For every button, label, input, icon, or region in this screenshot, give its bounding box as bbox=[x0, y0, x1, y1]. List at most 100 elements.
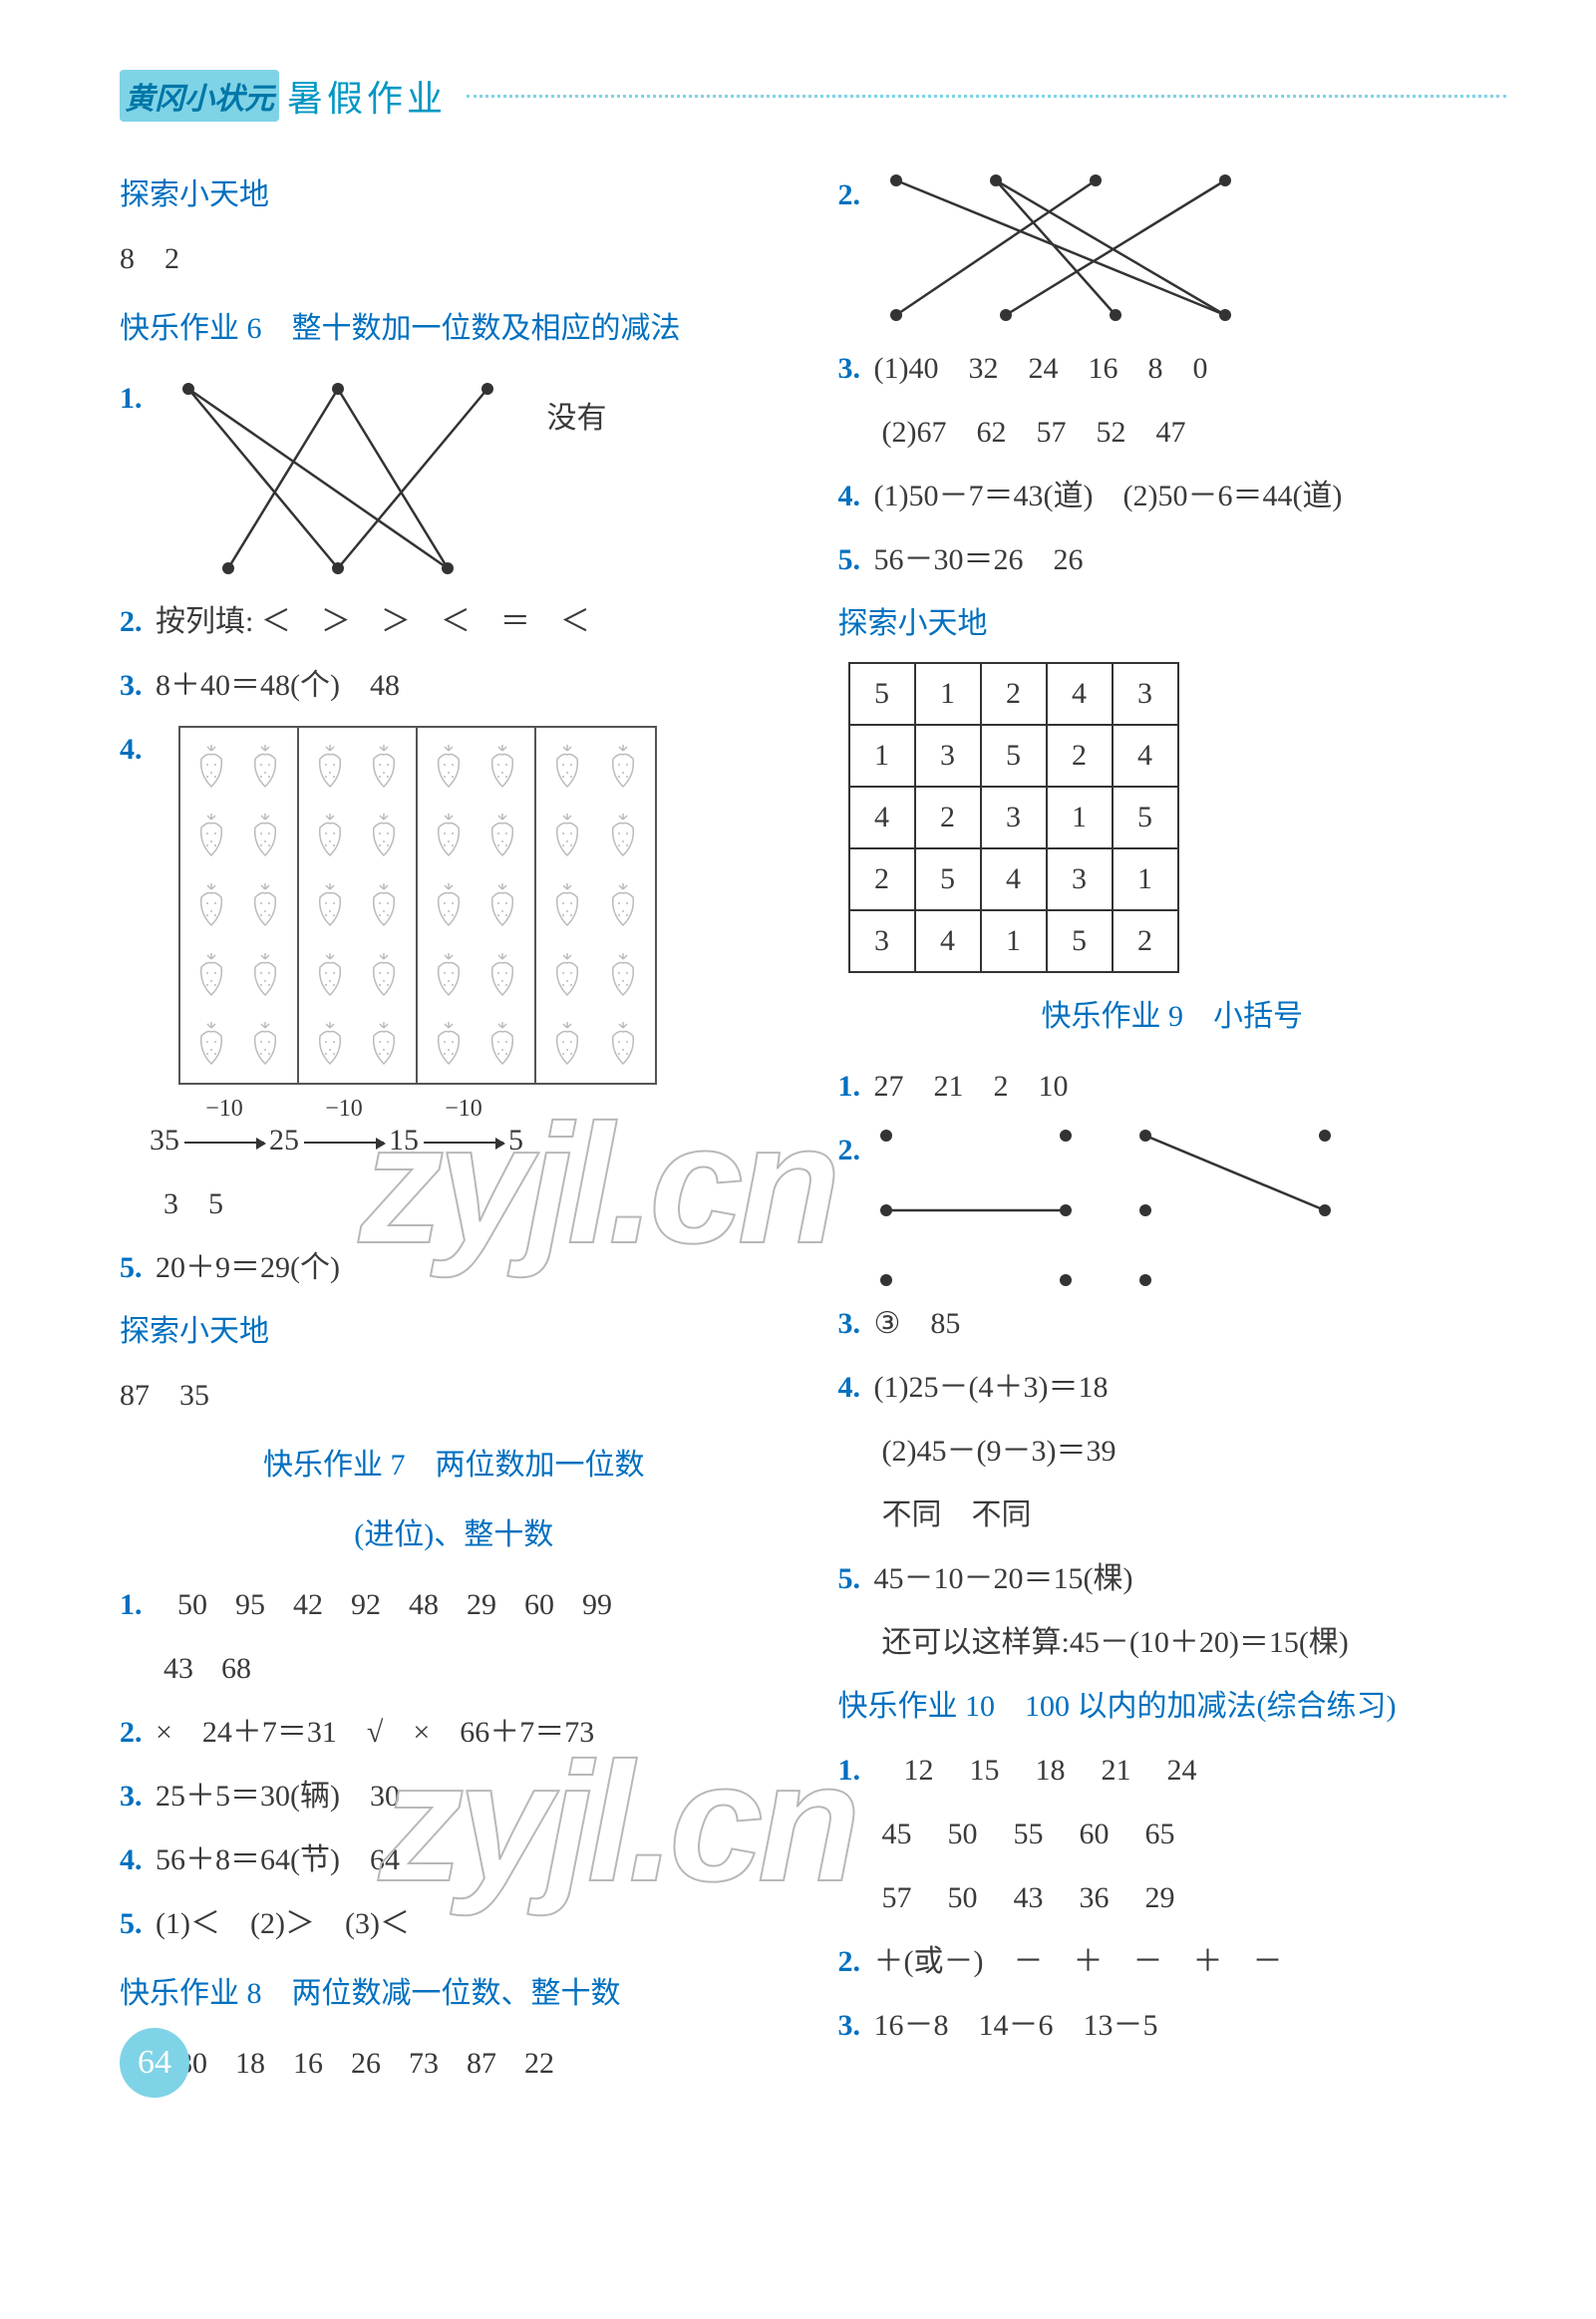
hw9-q5a: 5. 45－10－20＝15(棵) bbox=[838, 1549, 1507, 1609]
hw10-q3-num: 3. bbox=[838, 2009, 861, 2042]
hw8-q1: 1. 80181626738722 bbox=[120, 2034, 789, 2094]
dots-right-diagram bbox=[1125, 1121, 1345, 1290]
list-item: 73 bbox=[409, 2047, 439, 2080]
hw10-q2: 2. ＋(或－) － ＋ － ＋ － bbox=[838, 1932, 1507, 1992]
strawberry-icon bbox=[238, 940, 293, 1010]
hw9-q5a-ans: 45－10－20＝15(棵) bbox=[874, 1562, 1133, 1595]
magic-square: 5124313524423152543134152 bbox=[848, 662, 1179, 973]
magic-cell: 1 bbox=[1047, 787, 1113, 848]
hw7-q3-ans: 25＋5＝30(辆) 30 bbox=[156, 1780, 400, 1813]
strawberry-icon bbox=[238, 870, 293, 940]
hw9-q1-num: 1. bbox=[838, 1070, 861, 1103]
list-item: 87 bbox=[467, 2047, 496, 2080]
strawberry-icon bbox=[184, 802, 239, 871]
magic-cell: 2 bbox=[1113, 910, 1178, 972]
strawberry-icon bbox=[595, 1009, 651, 1079]
hw9-q4a: 4. (1)25－(4＋3)＝18 bbox=[838, 1358, 1507, 1418]
hw7-q5-num: 5. bbox=[120, 1907, 143, 1940]
hw9-q5b: 还可以这样算:45－(10＋20)＝15(棵) bbox=[838, 1613, 1507, 1673]
arrow-seg-2: −10 bbox=[419, 1111, 508, 1170]
arrow-val-1: 15 bbox=[389, 1111, 419, 1170]
strawberry-icon bbox=[357, 802, 412, 871]
list-item: 60 bbox=[524, 1588, 554, 1621]
left-column: 探索小天地 8 2 快乐作业 6 整十数加一位数及相应的减法 1. 没有 2. … bbox=[120, 162, 789, 2098]
arrow-lbl-2: −10 bbox=[419, 1085, 508, 1133]
hw7-q5-ans: (1)＜ (2)＞ (3)＜ bbox=[156, 1907, 410, 1940]
list-item: 55 bbox=[1014, 1818, 1044, 1850]
list-item: 16 bbox=[293, 2047, 323, 2080]
arrow-seg-1: −10 bbox=[299, 1111, 389, 1170]
hw9-q3: 3. ③ 85 bbox=[838, 1294, 1507, 1354]
content-columns: 探索小天地 8 2 快乐作业 6 整十数加一位数及相应的减法 1. 没有 2. … bbox=[120, 162, 1506, 2098]
magic-cell: 1 bbox=[981, 910, 1047, 972]
magic-cell: 2 bbox=[1047, 725, 1113, 787]
magic-cell: 3 bbox=[849, 910, 915, 972]
hw7-q4-ans: 56＋8＝64(节) 64 bbox=[156, 1843, 400, 1876]
hw10-q1b: 4550556065 bbox=[838, 1805, 1507, 1864]
hw10-title: 快乐作业 10 100 以内的加减法(综合练习) bbox=[838, 1683, 1507, 1731]
list-item: 24 bbox=[1167, 1754, 1197, 1787]
hw7-q1a: 1. 5095429248296099 bbox=[120, 1575, 789, 1635]
magic-cell: 4 bbox=[849, 787, 915, 848]
list-item: 65 bbox=[1145, 1818, 1175, 1850]
hw7-q4: 4. 56＋8＝64(节) 64 bbox=[120, 1830, 789, 1890]
r-cross-diagram bbox=[866, 166, 1265, 335]
list-item: 50 bbox=[948, 1818, 978, 1850]
strawberry-icon bbox=[184, 1009, 239, 1079]
list-item: 29 bbox=[1145, 1881, 1175, 1914]
strawberry-icon bbox=[595, 940, 651, 1010]
magic-cell: 5 bbox=[915, 848, 981, 910]
hw6-title: 快乐作业 6 整十数加一位数及相应的减法 bbox=[120, 299, 789, 359]
hw9-q4a-ans: (1)25－(4＋3)＝18 bbox=[874, 1371, 1109, 1404]
strawberry-icon bbox=[540, 1009, 596, 1079]
strawberry-icon bbox=[422, 802, 477, 871]
r-q2-num: 2. bbox=[838, 166, 861, 225]
strawberry-icon bbox=[357, 940, 412, 1010]
list-item: 95 bbox=[235, 1588, 265, 1621]
strawberry-icon bbox=[476, 940, 530, 1010]
magic-cell: 5 bbox=[849, 663, 915, 725]
list-item: 26 bbox=[351, 2047, 381, 2080]
r-q5: 5. 56－30＝26 26 bbox=[838, 530, 1507, 590]
arrow-val-2: 5 bbox=[508, 1111, 523, 1170]
hw9-q2-num: 2. bbox=[838, 1121, 861, 1180]
magic-cell: 2 bbox=[981, 663, 1047, 725]
arrow-lbl-0: −10 bbox=[179, 1085, 269, 1133]
r-explore-title: 探索小天地 bbox=[838, 594, 1507, 654]
magic-cell: 3 bbox=[1047, 848, 1113, 910]
hw9-q4-num: 4. bbox=[838, 1371, 861, 1404]
magic-cell: 5 bbox=[1113, 787, 1178, 848]
strawberry-icon bbox=[476, 1009, 530, 1079]
magic-cell: 4 bbox=[1047, 663, 1113, 725]
list-item: 15 bbox=[970, 1754, 1000, 1787]
strawberry-grid bbox=[178, 726, 657, 1085]
hw10-q1c: 5750433629 bbox=[838, 1868, 1507, 1928]
hw10-q3: 3. 16－8 14－6 13－5 bbox=[838, 1996, 1507, 2056]
hw6-q5: 5. 20＋9＝29(个) bbox=[120, 1238, 789, 1298]
hw9-q4c: 不同 不同 bbox=[838, 1486, 1507, 1545]
hw10-q3-ans: 16－8 14－6 13－5 bbox=[874, 2009, 1158, 2042]
arrow-start: 35 bbox=[150, 1111, 179, 1170]
hw7-q4-num: 4. bbox=[120, 1843, 143, 1876]
list-item: 45 bbox=[882, 1818, 912, 1850]
explore-ans-2: 87 35 bbox=[120, 1366, 789, 1426]
hw6-q4-num: 4. bbox=[120, 720, 143, 780]
page-number: 64 bbox=[120, 2028, 189, 2098]
hw7-title1: 快乐作业 7 两位数加一位数 bbox=[120, 1436, 789, 1495]
strawberry-icon bbox=[303, 1009, 358, 1079]
arrow-lbl-1: −10 bbox=[299, 1085, 389, 1133]
hw7-q2-ans: × 24＋7＝31 √ × 66＋7＝73 bbox=[156, 1716, 594, 1749]
hw6-q2: 2. 按列填: ＜ ＞ ＞ ＜ ＝ ＜ bbox=[120, 592, 789, 652]
list-item: 48 bbox=[409, 1588, 439, 1621]
strawberry-icon bbox=[238, 802, 293, 871]
strawberry-icon bbox=[184, 870, 239, 940]
hw7-q1b: 4368 bbox=[120, 1639, 789, 1699]
magic-cell: 3 bbox=[981, 787, 1047, 848]
r-q4-ans: (1)50－7＝43(道) (2)50－6＝44(道) bbox=[874, 480, 1343, 512]
strawberry-icon bbox=[476, 802, 530, 871]
r-q5-num: 5. bbox=[838, 543, 861, 576]
strawberry-icon bbox=[303, 940, 358, 1010]
strawberry-icon bbox=[540, 802, 596, 871]
strawberry-icon bbox=[422, 940, 477, 1010]
strawberry-icon bbox=[184, 940, 239, 1010]
